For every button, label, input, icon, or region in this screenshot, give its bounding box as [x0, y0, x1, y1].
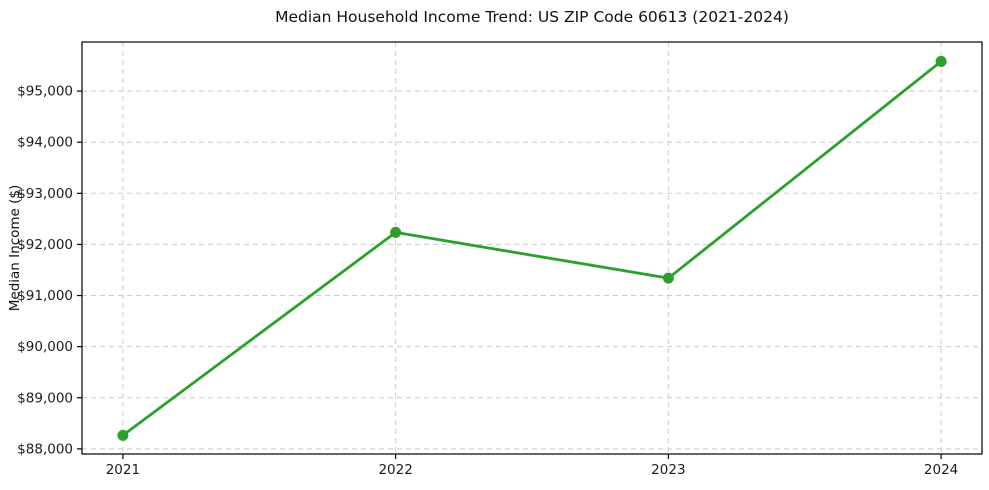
- data-point-2021: [117, 429, 129, 441]
- x-tick-label: 2021: [106, 462, 140, 478]
- chart-title: Median Household Income Trend: US ZIP Co…: [275, 8, 789, 26]
- y-tick-label: $94,000: [17, 135, 73, 151]
- y-tick-label: $92,000: [17, 237, 73, 253]
- plot-border: [81, 41, 983, 455]
- y-tick-label: $93,000: [17, 186, 73, 202]
- y-tick-label: $95,000: [17, 84, 73, 100]
- y-axis-label: Median Income ($): [7, 184, 23, 312]
- x-tick-label: 2022: [378, 462, 412, 478]
- y-tick-label: $90,000: [17, 339, 73, 355]
- y-tick-label: $89,000: [17, 390, 73, 406]
- data-point-2022: [390, 226, 402, 238]
- data-point-2023: [662, 272, 674, 284]
- x-tick-label: 2023: [651, 462, 685, 478]
- trend-line: [121, 60, 943, 437]
- y-tick-label: $91,000: [17, 288, 73, 304]
- x-tick-label: 2024: [924, 462, 958, 478]
- y-tick-label: $88,000: [17, 441, 73, 457]
- data-point-2024: [935, 55, 947, 67]
